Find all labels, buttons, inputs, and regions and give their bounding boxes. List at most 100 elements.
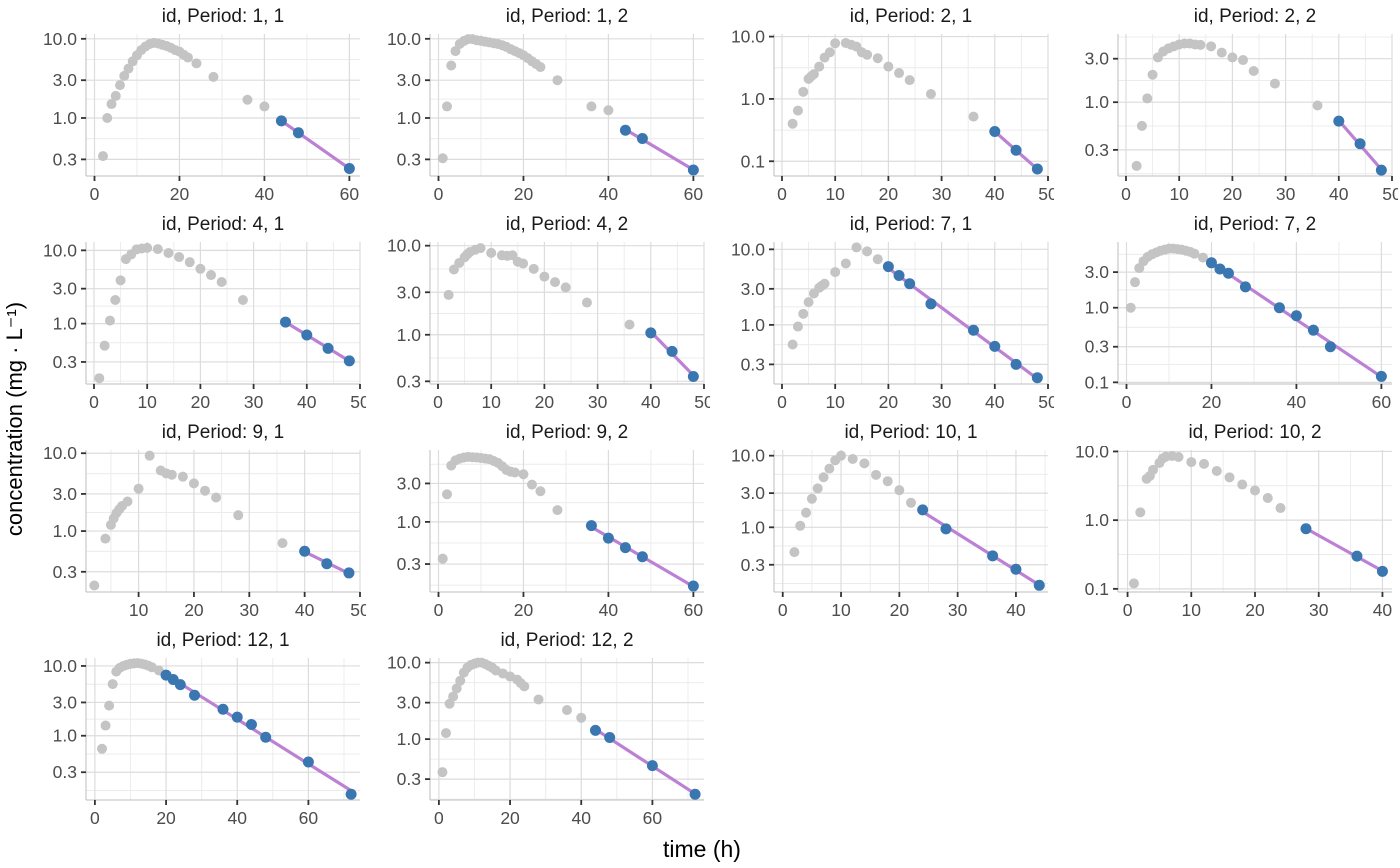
svg-text:1.0: 1.0 — [741, 315, 766, 335]
svg-text:3.0: 3.0 — [397, 473, 422, 493]
facet-grid: id, Period: 1, 1 0 20 40 60 0.3 1.0 3.0 10.0 id, … — [30, 4, 1400, 834]
svg-text:0.3: 0.3 — [1085, 337, 1109, 357]
svg-text:30: 30 — [1276, 184, 1296, 204]
svg-text:1.0: 1.0 — [397, 729, 422, 749]
svg-text:60: 60 — [684, 600, 704, 620]
svg-text:1.0: 1.0 — [397, 512, 422, 532]
svg-text:1.0: 1.0 — [741, 517, 766, 537]
svg-text:40: 40 — [599, 600, 619, 620]
svg-text:0.1: 0.1 — [741, 151, 765, 171]
svg-text:0.3: 0.3 — [53, 562, 77, 582]
svg-text:30: 30 — [932, 392, 952, 412]
svg-text:40: 40 — [1006, 600, 1026, 620]
svg-text:10.0: 10.0 — [387, 30, 421, 49]
facet-title: id, Period: 2, 1 — [849, 6, 973, 27]
svg-text:40: 40 — [641, 392, 661, 412]
svg-text:0.3: 0.3 — [53, 762, 77, 782]
svg-text:10: 10 — [129, 600, 149, 620]
facet-panel: id, Period: 10, 1 0 10 20 30 40 0.3 1.0 3.0 10.0 — [718, 420, 1054, 626]
svg-text:0.3: 0.3 — [397, 149, 421, 169]
svg-text:0: 0 — [1122, 392, 1132, 412]
facet-panel: id, Period: 7, 2 0 20 40 60 0.1 0.3 1.0 3.0 — [1062, 212, 1398, 418]
svg-text:60: 60 — [299, 808, 319, 828]
svg-text:0: 0 — [777, 184, 787, 204]
svg-text:60: 60 — [684, 184, 704, 204]
svg-text:1.0: 1.0 — [1085, 510, 1110, 530]
svg-text:20: 20 — [156, 808, 176, 828]
svg-text:50: 50 — [1382, 184, 1398, 204]
svg-text:3.0: 3.0 — [397, 70, 422, 90]
svg-text:1.0: 1.0 — [53, 726, 78, 746]
facet-title: id, Period: 10, 1 — [844, 422, 978, 443]
svg-text:1.0: 1.0 — [53, 108, 78, 128]
svg-text:20: 20 — [514, 600, 534, 620]
svg-text:40: 40 — [1287, 392, 1307, 412]
svg-text:3.0: 3.0 — [741, 279, 766, 299]
svg-text:20: 20 — [184, 600, 204, 620]
svg-text:1.0: 1.0 — [1085, 92, 1110, 112]
svg-text:60: 60 — [643, 808, 663, 828]
svg-text:3.0: 3.0 — [53, 279, 78, 299]
svg-text:40: 40 — [599, 184, 619, 204]
svg-text:30: 30 — [244, 392, 264, 412]
facet-panel: id, Period: 9, 2 0 20 40 60 0.3 1.0 3.0 — [374, 420, 710, 626]
svg-text:40: 40 — [985, 392, 1005, 412]
svg-text:60: 60 — [340, 184, 360, 204]
svg-text:1.0: 1.0 — [1085, 298, 1110, 318]
svg-text:20: 20 — [1245, 600, 1265, 620]
facet-title: id, Period: 9, 2 — [505, 422, 629, 443]
svg-text:3.0: 3.0 — [741, 483, 766, 503]
svg-text:30: 30 — [588, 392, 608, 412]
svg-text:3.0: 3.0 — [1085, 49, 1110, 69]
svg-text:1.0: 1.0 — [53, 521, 78, 541]
svg-text:10: 10 — [825, 392, 845, 412]
facet-panel: id, Period: 4, 2 0 10 20 30 40 50 0.3 1.0 3.0 10.0 — [374, 212, 710, 418]
svg-text:20: 20 — [1223, 184, 1243, 204]
x-axis-title: time (h) — [663, 836, 741, 862]
svg-text:0.3: 0.3 — [397, 371, 421, 391]
facet-plot: 0 10 20 30 40 50 0.3 1.0 3.0 10.0 — [387, 238, 710, 412]
svg-text:50: 50 — [350, 392, 366, 412]
facet-panel: id, Period: 2, 2 0 10 20 30 40 50 0.3 1.0 3.0 — [1062, 4, 1398, 210]
facet-title: id, Period: 10, 2 — [1188, 422, 1322, 443]
svg-text:50: 50 — [1038, 184, 1054, 204]
facet-title: id, Period: 12, 2 — [500, 630, 634, 651]
facet-title: id, Period: 7, 1 — [849, 214, 973, 235]
svg-text:0: 0 — [1121, 184, 1131, 204]
svg-text:40: 40 — [571, 808, 591, 828]
svg-text:40: 40 — [227, 808, 247, 828]
svg-text:0: 0 — [89, 392, 99, 412]
svg-text:0.3: 0.3 — [741, 555, 765, 575]
svg-text:50: 50 — [350, 600, 366, 620]
facet-panel: id, Period: 1, 1 0 20 40 60 0.3 1.0 3.0 10.0 — [30, 4, 366, 210]
facet-panel: id, Period: 10, 2 0 10 20 30 40 0.1 1.0 10.0 — [1062, 420, 1398, 626]
facet-plot: 0 10 20 30 40 50 0.3 1.0 3.0 10.0 — [731, 239, 1054, 412]
facet-panel: id, Period: 4, 1 0 10 20 30 40 50 0.3 1.0 3.0 10.0 — [30, 212, 366, 418]
facet-plot: 0 20 40 60 0.3 1.0 3.0 10.0 — [43, 656, 360, 828]
svg-text:40: 40 — [297, 392, 317, 412]
svg-text:3.0: 3.0 — [53, 70, 78, 90]
svg-text:40: 40 — [1329, 184, 1349, 204]
facet-plot: 0 20 40 60 0.3 1.0 3.0 10.0 — [43, 30, 360, 204]
facet-title: id, Period: 9, 1 — [161, 422, 285, 443]
svg-text:0.3: 0.3 — [397, 554, 421, 574]
svg-text:0.3: 0.3 — [53, 149, 77, 169]
svg-text:10: 10 — [831, 600, 851, 620]
svg-text:20: 20 — [1202, 392, 1222, 412]
svg-text:10.0: 10.0 — [731, 239, 765, 259]
svg-text:0.3: 0.3 — [397, 769, 421, 789]
svg-text:3.0: 3.0 — [53, 692, 78, 712]
svg-text:40: 40 — [295, 600, 315, 620]
facet-title: id, Period: 1, 2 — [505, 6, 629, 27]
facet-title: id, Period: 1, 1 — [161, 6, 285, 27]
svg-text:20: 20 — [879, 184, 899, 204]
svg-text:3.0: 3.0 — [1085, 262, 1110, 282]
facet-plot: 0 10 20 30 40 0.3 1.0 3.0 10.0 — [731, 446, 1048, 620]
facet-panel: id, Period: 2, 1 0 10 20 30 40 50 0.1 1.0 10.0 — [718, 4, 1054, 210]
svg-text:30: 30 — [948, 600, 968, 620]
svg-text:10.0: 10.0 — [387, 654, 421, 673]
svg-text:0: 0 — [778, 600, 788, 620]
svg-text:40: 40 — [1373, 600, 1393, 620]
svg-text:0: 0 — [434, 600, 444, 620]
